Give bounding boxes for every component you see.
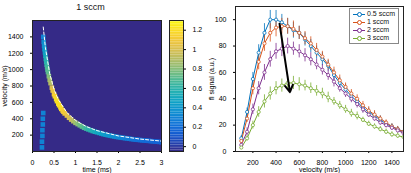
svg-text:1400: 1400 bbox=[8, 33, 24, 40]
svg-text:60: 60 bbox=[219, 69, 227, 76]
svg-text:600: 600 bbox=[293, 159, 306, 167]
svg-text:0: 0 bbox=[193, 143, 197, 150]
svg-text:1200: 1200 bbox=[361, 159, 377, 166]
svg-text:1.5: 1.5 bbox=[92, 159, 102, 167]
svg-text:100: 100 bbox=[215, 16, 227, 23]
svg-text:0.5: 0.5 bbox=[49, 159, 59, 166]
svg-text:0.2: 0.2 bbox=[193, 123, 203, 130]
svg-text:800: 800 bbox=[12, 82, 24, 89]
svg-text:0.4: 0.4 bbox=[193, 104, 203, 111]
svg-text:0.8: 0.8 bbox=[193, 65, 203, 72]
svg-text:1400: 1400 bbox=[384, 159, 400, 166]
html-text:3 sccm: 3 sccm bbox=[367, 34, 390, 41]
html-text:0.5 sccm: 0.5 sccm bbox=[367, 10, 395, 17]
svg-text:400: 400 bbox=[270, 159, 282, 166]
svg-text:1: 1 bbox=[74, 159, 78, 166]
svg-text:1000: 1000 bbox=[8, 66, 24, 73]
svg-text:time (ms): time (ms) bbox=[82, 166, 111, 173]
svg-text:200: 200 bbox=[12, 131, 24, 138]
svg-text:velocity (m/s): velocity (m/s) bbox=[1, 65, 9, 106]
svg-text:2: 2 bbox=[117, 159, 121, 166]
svg-text:800: 800 bbox=[316, 159, 329, 167]
svg-text:0: 0 bbox=[31, 159, 35, 166]
svg-text:40: 40 bbox=[219, 95, 227, 102]
svg-text:1: 1 bbox=[193, 46, 197, 53]
svg-text:0: 0 bbox=[223, 148, 227, 155]
svg-text:1.2: 1.2 bbox=[193, 26, 203, 33]
svg-text:0.6: 0.6 bbox=[193, 85, 203, 92]
svg-text:1200: 1200 bbox=[8, 49, 24, 56]
svg-text:400: 400 bbox=[12, 115, 24, 122]
svg-text:3: 3 bbox=[160, 159, 164, 166]
html-text:1 sccm: 1 sccm bbox=[76, 2, 105, 12]
svg-text:20: 20 bbox=[219, 121, 227, 128]
svg-text:velocity (m/s): velocity (m/s) bbox=[299, 166, 340, 173]
svg-text:2.5: 2.5 bbox=[135, 159, 145, 166]
svg-text:80: 80 bbox=[219, 42, 227, 49]
svg-text:fl signal (a.u.): fl signal (a.u.) bbox=[208, 58, 216, 100]
svg-text:1000: 1000 bbox=[338, 159, 354, 166]
html-text:1 sccm: 1 sccm bbox=[367, 18, 390, 25]
svg-text:600: 600 bbox=[12, 99, 24, 106]
svg-text:200: 200 bbox=[247, 159, 259, 166]
html-text:2 sccm: 2 sccm bbox=[367, 26, 390, 33]
